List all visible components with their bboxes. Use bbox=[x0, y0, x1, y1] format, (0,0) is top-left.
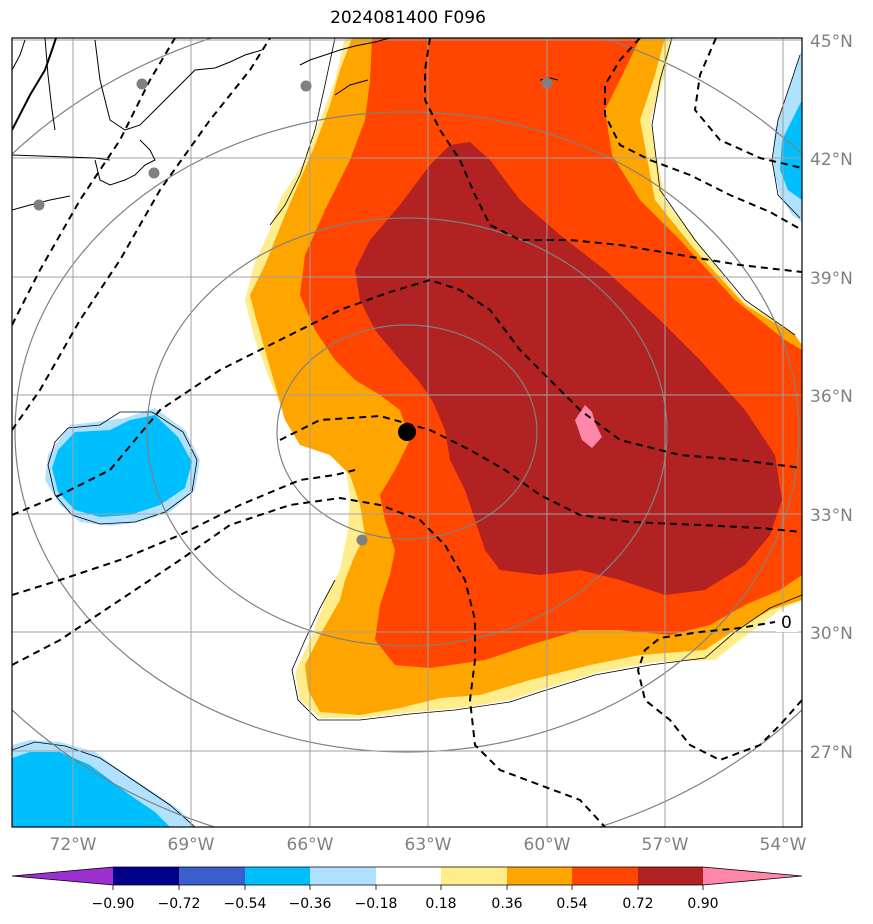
station-marker bbox=[148, 167, 160, 179]
lat-label: 33°N bbox=[810, 506, 853, 526]
coastlines bbox=[12, 38, 559, 211]
lat-label: 27°N bbox=[810, 743, 853, 763]
lat-labels: 45°N 42°N 39°N 36°N 33°N 30°N 27°N bbox=[810, 32, 853, 763]
colorbar-tick-label: −0.36 bbox=[289, 896, 332, 912]
zero-contours bbox=[12, 38, 802, 827]
station-marker bbox=[541, 77, 553, 89]
contour-label-bg bbox=[776, 612, 798, 632]
lon-label: 57°W bbox=[642, 835, 689, 855]
shade-072-090 bbox=[355, 142, 782, 595]
colorbar-extend-low bbox=[12, 867, 113, 885]
lat-label: 39°N bbox=[810, 269, 853, 289]
colorbar-segment bbox=[572, 867, 638, 885]
map-title: 2024081400 F096 bbox=[330, 8, 486, 28]
colorbar-tick-label: 0.54 bbox=[556, 896, 587, 912]
lon-label: 66°W bbox=[287, 835, 334, 855]
colorbar: −0.90 −0.72 −0.54 −0.36 −0.18 0.18 0.36 … bbox=[11, 866, 803, 912]
colorbar-segment bbox=[507, 867, 572, 885]
station-marker bbox=[300, 80, 312, 92]
lon-labels: 72°W 69°W 66°W 63°W 60°W 57°W 54°W bbox=[50, 835, 807, 855]
colorbar-tick-label: −0.90 bbox=[92, 896, 135, 912]
lat-label: 36°N bbox=[810, 387, 853, 407]
lon-label: 72°W bbox=[50, 835, 97, 855]
colorbar-tick-label: −0.18 bbox=[355, 896, 398, 912]
station-markers bbox=[33, 77, 553, 546]
colorbar-tick-label: 0.90 bbox=[687, 896, 718, 912]
lon-label: 54°W bbox=[760, 835, 807, 855]
storm-center-marker bbox=[398, 423, 416, 441]
station-marker bbox=[356, 534, 368, 546]
lat-label: 45°N bbox=[810, 32, 853, 52]
shade-gt-090 bbox=[575, 405, 602, 448]
colorbar-segment bbox=[376, 867, 441, 885]
colorbar-tick-label: −0.72 bbox=[158, 896, 201, 912]
colorbar-extend-high bbox=[703, 867, 802, 885]
colorbar-segment bbox=[113, 867, 179, 885]
colorbar-tick-label: 0.36 bbox=[491, 896, 522, 912]
colorbar-tick-label: −0.54 bbox=[224, 896, 267, 912]
lon-label: 60°W bbox=[524, 835, 571, 855]
map-frame bbox=[11, 37, 803, 828]
contour-label: 0 bbox=[781, 613, 792, 633]
lat-label: 30°N bbox=[810, 624, 853, 644]
colorbar-ticks bbox=[112, 885, 704, 890]
lon-label: 63°W bbox=[405, 835, 452, 855]
map-area bbox=[12, 38, 802, 827]
colorbar-segment bbox=[310, 867, 376, 885]
colorbar-tick-label: 0.18 bbox=[425, 896, 456, 912]
station-marker bbox=[33, 199, 45, 211]
colorbar-tick-label: 0.72 bbox=[622, 896, 653, 912]
colorbar-segment bbox=[441, 867, 507, 885]
colorbar-segment bbox=[245, 867, 310, 885]
station-marker bbox=[136, 78, 148, 90]
dashed-contours bbox=[12, 38, 802, 827]
colorbar-segment bbox=[179, 867, 245, 885]
shade-neg-036-054-ne bbox=[780, 100, 802, 200]
lat-label: 42°N bbox=[810, 150, 853, 170]
range-rings bbox=[12, 38, 802, 827]
lon-label: 69°W bbox=[168, 835, 215, 855]
graticule bbox=[12, 38, 802, 827]
shade-neg-036-054-sw bbox=[12, 752, 170, 827]
colorbar-segment bbox=[638, 867, 703, 885]
